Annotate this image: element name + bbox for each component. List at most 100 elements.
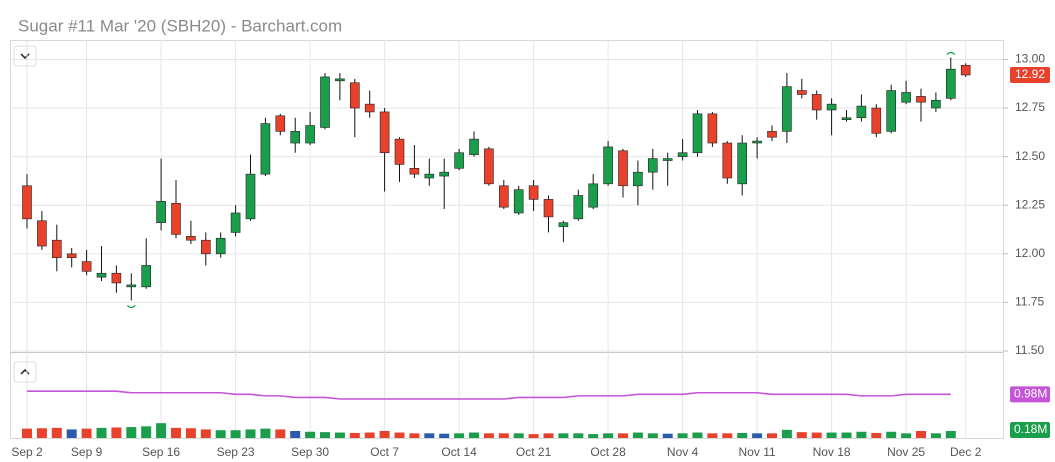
- candle-body: [513, 189, 524, 214]
- volume-bar: [543, 433, 554, 438]
- candle-body: [230, 212, 241, 233]
- volume-bar: [811, 432, 822, 438]
- y-tick-label: 11.75: [1015, 295, 1044, 309]
- candle-body: [245, 173, 256, 220]
- candle-body: [618, 150, 628, 187]
- candle-body: [335, 78, 345, 82]
- volume-bar: [677, 433, 688, 438]
- volume-bar: [290, 430, 301, 438]
- candle-body: [469, 138, 479, 155]
- x-tick-label: Dec 2: [950, 445, 982, 459]
- volume-bar: [454, 433, 465, 438]
- expand-button[interactable]: [13, 361, 37, 383]
- button-box[interactable]: [13, 361, 37, 383]
- candle-body: [96, 272, 107, 278]
- x-tick-label: Sep 16: [142, 445, 180, 459]
- candle-body: [215, 237, 226, 255]
- plot-border: [10, 40, 1004, 439]
- volume-bar: [156, 423, 167, 438]
- candle-body: [826, 103, 837, 111]
- volume-bar: [603, 433, 614, 438]
- volume-bar: [215, 430, 226, 438]
- candle-body: [424, 173, 435, 179]
- x-tick-label: Nov 25: [887, 445, 925, 459]
- x-tick-label: Nov 4: [667, 445, 699, 459]
- volume-bar: [930, 433, 941, 438]
- y-tick-label: 11.50: [1015, 343, 1044, 357]
- low-marker: [126, 305, 136, 309]
- volume-bar: [409, 433, 420, 438]
- volume-bar: [498, 433, 509, 438]
- volume-bar: [394, 432, 405, 438]
- candle-body: [260, 123, 271, 175]
- volume-bar: [558, 433, 569, 438]
- volume-bar: [796, 432, 807, 438]
- y-tick-label: 12.75: [1015, 100, 1045, 114]
- candle-body: [573, 195, 584, 220]
- y-tick-label: 12.25: [1015, 197, 1045, 211]
- value-label-box: [1010, 386, 1050, 403]
- candle-body: [782, 86, 792, 132]
- candle-body: [901, 92, 911, 103]
- candle-body: [305, 125, 315, 144]
- candle-body: [484, 148, 494, 185]
- candle-body: [811, 94, 822, 111]
- candle-body: [320, 76, 330, 128]
- candle-body: [22, 185, 32, 220]
- candle-body: [126, 284, 137, 288]
- volume-bar: [81, 428, 92, 438]
- candle-body: [379, 111, 390, 154]
- volume-bar: [305, 431, 316, 438]
- candle-body: [856, 105, 867, 119]
- volume-bar: [469, 432, 479, 438]
- x-tick-label: Oct 14: [441, 445, 477, 459]
- volume-bar: [737, 432, 748, 438]
- candle-body: [51, 239, 62, 259]
- volume-bar: [707, 433, 718, 438]
- volume-bar: [647, 433, 658, 438]
- x-tick-label: Sep 23: [217, 445, 255, 459]
- collapse-button[interactable]: [13, 45, 37, 67]
- x-tick-label: Sep 30: [291, 445, 329, 459]
- volume-bar: [781, 429, 792, 438]
- button-box[interactable]: [13, 45, 37, 67]
- volume-bar: [230, 430, 241, 438]
- value-label-box: [1010, 422, 1050, 438]
- chevron-down: [20, 53, 30, 60]
- last-price-label: 12.92: [1015, 67, 1045, 81]
- volume-bar: [349, 432, 360, 438]
- volume-bar: [320, 432, 330, 438]
- line-series: [27, 390, 951, 400]
- volume-bar: [51, 427, 62, 438]
- candle-body: [603, 146, 613, 185]
- candle-body: [409, 167, 420, 175]
- candle-body: [439, 171, 450, 177]
- volume-bar: [141, 426, 152, 438]
- volume-bar: [513, 433, 524, 438]
- candle-body: [737, 142, 748, 185]
- volume-bar: [588, 434, 599, 438]
- volume-bar: [111, 427, 122, 438]
- candle-body: [498, 185, 509, 208]
- last-price-box: [1010, 66, 1050, 83]
- volume-bar: [334, 432, 345, 438]
- candle-body: [647, 158, 658, 173]
- volume-bar: [483, 433, 494, 438]
- candle-body: [364, 103, 375, 113]
- candle-body: [66, 253, 77, 258]
- volume-bar: [379, 430, 390, 438]
- candle-body: [201, 239, 211, 255]
- volume-bar: [916, 430, 926, 438]
- x-tick-label: Oct 28: [590, 445, 626, 459]
- volume-bar: [901, 433, 912, 438]
- chart-title: Sugar #11 Mar '20 (SBH20) - Barchart.com: [18, 16, 342, 35]
- candle-body: [275, 115, 286, 132]
- candle-body: [692, 113, 703, 154]
- volume-bar: [424, 433, 435, 438]
- x-tick-label: Sep 9: [71, 445, 103, 459]
- volume-bar: [260, 428, 271, 438]
- volume-bar: [185, 428, 196, 438]
- candle-body: [588, 183, 599, 208]
- candle-body: [171, 202, 181, 235]
